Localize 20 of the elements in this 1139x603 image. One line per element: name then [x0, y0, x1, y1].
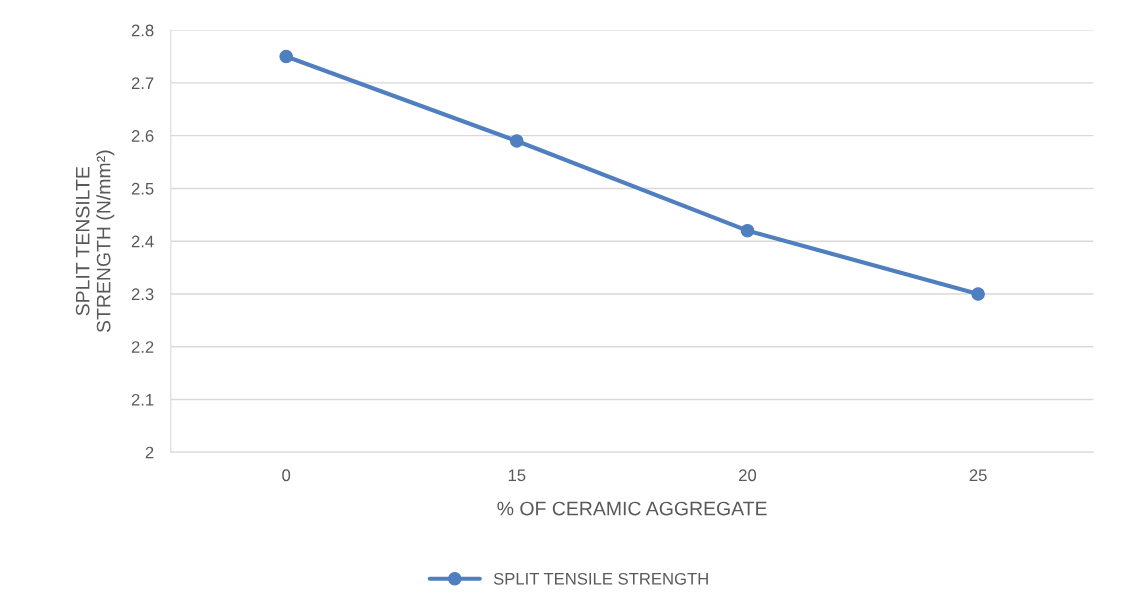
x-tick-label: 25: [969, 469, 987, 482]
y-tick-label: 2.1: [131, 393, 154, 406]
legend-label: SPLIT TENSILE STRENGTH: [493, 572, 708, 585]
x-axis-title: % OF CERAMIC AGGREGATE: [497, 501, 767, 516]
y-axis-title: SPLIT TENSILTE STRENGTH (N/mm²): [75, 150, 115, 333]
y-tick-label: 2.2: [131, 341, 154, 353]
y-tick-label: 2: [145, 446, 154, 459]
y-tick-label: 2.3: [131, 288, 154, 301]
point: [740, 223, 755, 238]
x-tick-label: 20: [739, 469, 757, 482]
y-tick-label: 2.7: [131, 77, 154, 89]
point: [279, 49, 293, 64]
y-tick-label: 2.4: [131, 235, 154, 248]
y-tick-label: 2.8: [131, 24, 154, 37]
point: [510, 134, 524, 148]
y-tick-label: 2.6: [131, 130, 154, 142]
point: [971, 287, 985, 301]
x-tick-label: 0: [282, 469, 291, 482]
y-tick-label: 2.5: [131, 182, 154, 195]
x-tick-label: 15: [508, 469, 526, 482]
